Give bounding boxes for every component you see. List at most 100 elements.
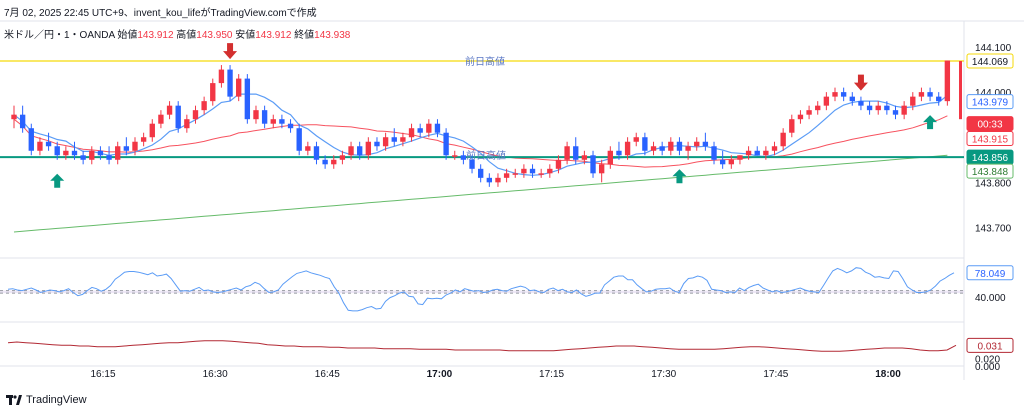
ma-fast-line: [13, 93, 948, 176]
candle-body: [806, 110, 812, 115]
ma-mid-price-badge-box: [966, 130, 1014, 146]
candle-body: [616, 150, 622, 156]
candle-body: [201, 101, 207, 111]
candle-body: [80, 155, 86, 160]
countdown-badge-box: [966, 116, 1014, 132]
candle-body: [158, 114, 164, 124]
candle-body: [702, 141, 709, 147]
rsi-tick-label: 40.000: [975, 293, 1006, 304]
time-tick-label: 17:30: [651, 369, 676, 380]
prev-high-price-badge: 144.069: [972, 57, 1009, 68]
buy-arrow-icon: [50, 173, 65, 188]
time-tick-label: 18:00: [875, 369, 901, 380]
candle-body: [374, 141, 380, 147]
candle-body: [901, 105, 907, 115]
candle-body: [382, 137, 389, 147]
candle-body: [287, 123, 294, 129]
candle-body: [123, 146, 130, 151]
candle-body: [823, 96, 830, 106]
sell-arrow-icon: [853, 74, 868, 91]
price-tick-label: 144.100: [975, 43, 1012, 54]
candle-body: [106, 155, 112, 160]
candle-body: [711, 146, 717, 160]
candle-body: [45, 141, 52, 147]
open-label: 始値: [117, 30, 138, 41]
candle-body: [892, 110, 899, 115]
candle-body: [607, 150, 613, 165]
osc-value-badge: 0.031: [977, 341, 1002, 352]
candle-body: [503, 173, 510, 178]
candle-body: [236, 78, 242, 97]
candle-body: [166, 105, 173, 115]
candle-body: [71, 150, 78, 156]
ma-mid-line: [13, 115, 948, 168]
candle-body: [840, 92, 847, 97]
candle-body: [815, 105, 821, 111]
candle-body: [858, 101, 864, 106]
chart-timestamp: 7月 02, 2025 22:45 UTC+9、invent_kou_lifeが…: [4, 8, 317, 19]
candle-body: [521, 168, 527, 174]
candle-body: [331, 159, 337, 165]
osc-tick-label: 0.000: [975, 362, 1000, 373]
candle-body: [54, 146, 60, 156]
candle-body: [434, 123, 441, 133]
prev-high-price-badge-box: [966, 53, 1014, 69]
candle-body: [918, 92, 925, 97]
buy-arrow-icon: [672, 169, 687, 184]
candle-body: [555, 159, 562, 169]
candle-body: [633, 137, 639, 142]
candle-body: [728, 159, 734, 165]
footer-brand-label: TradingView: [26, 394, 87, 406]
candle-body: [910, 96, 916, 106]
candle-body: [512, 173, 518, 175]
candle-body: [210, 83, 216, 102]
rsi-value-badge: 78.049: [975, 269, 1006, 280]
candle-body: [469, 159, 475, 169]
candle-body: [668, 141, 674, 151]
candle-body: [564, 146, 570, 160]
candle-body: [849, 96, 855, 102]
candle-body: [754, 150, 760, 156]
time-tick-label: 16:30: [203, 369, 228, 380]
rsi-line: [7, 267, 955, 312]
candle-body: [685, 146, 691, 151]
high-value: 143.950: [196, 30, 233, 41]
low-label: 安値: [235, 30, 256, 41]
rsi-value-badge-box: [966, 265, 1014, 281]
candle-body: [11, 114, 17, 120]
close-label: 終値: [294, 30, 315, 41]
candle-body: [780, 132, 786, 147]
candle-body: [789, 119, 795, 133]
candle-body: [581, 155, 588, 160]
candle-body: [694, 141, 700, 147]
candle-body: [460, 155, 467, 160]
support-line-label: 前日高値: [466, 149, 506, 162]
candle-body: [63, 150, 69, 156]
candle-body: [884, 105, 890, 111]
candle-body: [443, 132, 449, 156]
candle-body: [140, 137, 147, 142]
candle-body: [391, 137, 397, 142]
sell-arrow-icon: [223, 43, 238, 60]
candle-body: [426, 123, 432, 133]
tradingview-logo-icon: [6, 395, 22, 405]
time-tick-label: 16:45: [315, 369, 340, 380]
candle-body: [538, 173, 544, 175]
candle-body: [115, 146, 121, 160]
candle-body: [296, 128, 302, 151]
price-tick-label: 144.000: [975, 88, 1012, 99]
candle-body: [227, 69, 233, 97]
time-tick-label: 16:15: [90, 369, 115, 380]
candle-body: [495, 177, 501, 183]
footer-brand[interactable]: TradingView: [6, 394, 87, 406]
candle-body: [486, 177, 493, 183]
open-value: 143.912: [137, 30, 174, 41]
candle-body: [132, 141, 138, 151]
candle-body: [28, 128, 34, 151]
symbol-name[interactable]: 米ドル／円・1・OANDA: [4, 30, 115, 41]
candle-body: [650, 146, 657, 151]
osc-tick-label: 0.020: [975, 355, 1000, 366]
candle-body: [771, 146, 778, 151]
candle-body: [659, 146, 665, 151]
